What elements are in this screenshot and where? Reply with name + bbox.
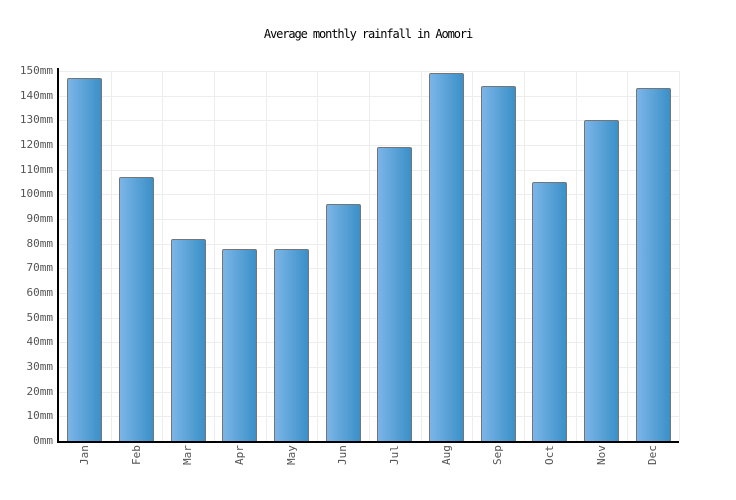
gridline-vertical: [369, 71, 370, 441]
bar-nov: [584, 120, 619, 441]
y-tick-label-130mm: 130mm: [19, 113, 53, 126]
y-tick-label-50mm: 50mm: [26, 311, 54, 324]
bar-mar: [171, 239, 206, 441]
gridline-vertical: [421, 71, 422, 441]
y-tick-label-150mm: 150mm: [19, 64, 53, 77]
bar-aug: [429, 73, 464, 441]
y-tick-label-60mm: 60mm: [26, 286, 54, 299]
gridline-vertical: [524, 71, 525, 441]
bar-sep: [481, 86, 516, 441]
x-tick-label-oct: Oct: [543, 445, 556, 465]
x-tick-label-feb: Feb: [130, 445, 143, 465]
y-tick-label-30mm: 30mm: [26, 360, 54, 373]
bar-jan: [67, 78, 102, 441]
y-axis-line: [57, 68, 59, 443]
y-tick-label-120mm: 120mm: [19, 138, 53, 151]
bar-jun: [326, 204, 361, 441]
y-tick-label-70mm: 70mm: [26, 261, 54, 274]
y-tick-label-110mm: 110mm: [19, 163, 53, 176]
bar-feb: [119, 177, 154, 441]
bar-apr: [222, 249, 257, 441]
x-tick-label-jul: Jul: [388, 445, 401, 465]
y-tick-label-10mm: 10mm: [26, 409, 54, 422]
gridline-vertical: [679, 71, 680, 441]
y-tick-label-20mm: 20mm: [26, 385, 54, 398]
x-tick-label-may: May: [285, 445, 298, 465]
x-tick-label-nov: Nov: [595, 445, 608, 465]
y-tick-label-140mm: 140mm: [19, 89, 53, 102]
y-tick-label-40mm: 40mm: [26, 335, 54, 348]
x-tick-label-jan: Jan: [78, 445, 91, 465]
x-axis-line: [57, 441, 679, 443]
gridline-vertical: [576, 71, 577, 441]
x-tick-label-sep: Sep: [491, 445, 504, 465]
y-tick-label-80mm: 80mm: [26, 237, 54, 250]
bar-oct: [532, 182, 567, 441]
y-tick-label-100mm: 100mm: [19, 187, 53, 200]
x-tick-label-jun: Jun: [336, 445, 349, 465]
x-tick-label-aug: Aug: [440, 445, 453, 465]
bar-dec: [636, 88, 671, 441]
gridline-vertical: [162, 71, 163, 441]
gridline-vertical: [317, 71, 318, 441]
gridline-vertical: [214, 71, 215, 441]
gridline-vertical: [111, 71, 112, 441]
bar-jul: [377, 147, 412, 441]
bar-may: [274, 249, 309, 441]
x-tick-label-apr: Apr: [233, 445, 246, 465]
gridline-vertical: [472, 71, 473, 441]
x-tick-label-dec: Dec: [646, 445, 659, 465]
y-tick-label-0mm: 0mm: [33, 434, 53, 447]
y-tick-label-90mm: 90mm: [26, 212, 54, 225]
gridline-vertical: [627, 71, 628, 441]
gridline-vertical: [266, 71, 267, 441]
x-tick-label-mar: Mar: [181, 445, 194, 465]
chart-title: Average monthly rainfall in Aomori: [263, 27, 473, 41]
